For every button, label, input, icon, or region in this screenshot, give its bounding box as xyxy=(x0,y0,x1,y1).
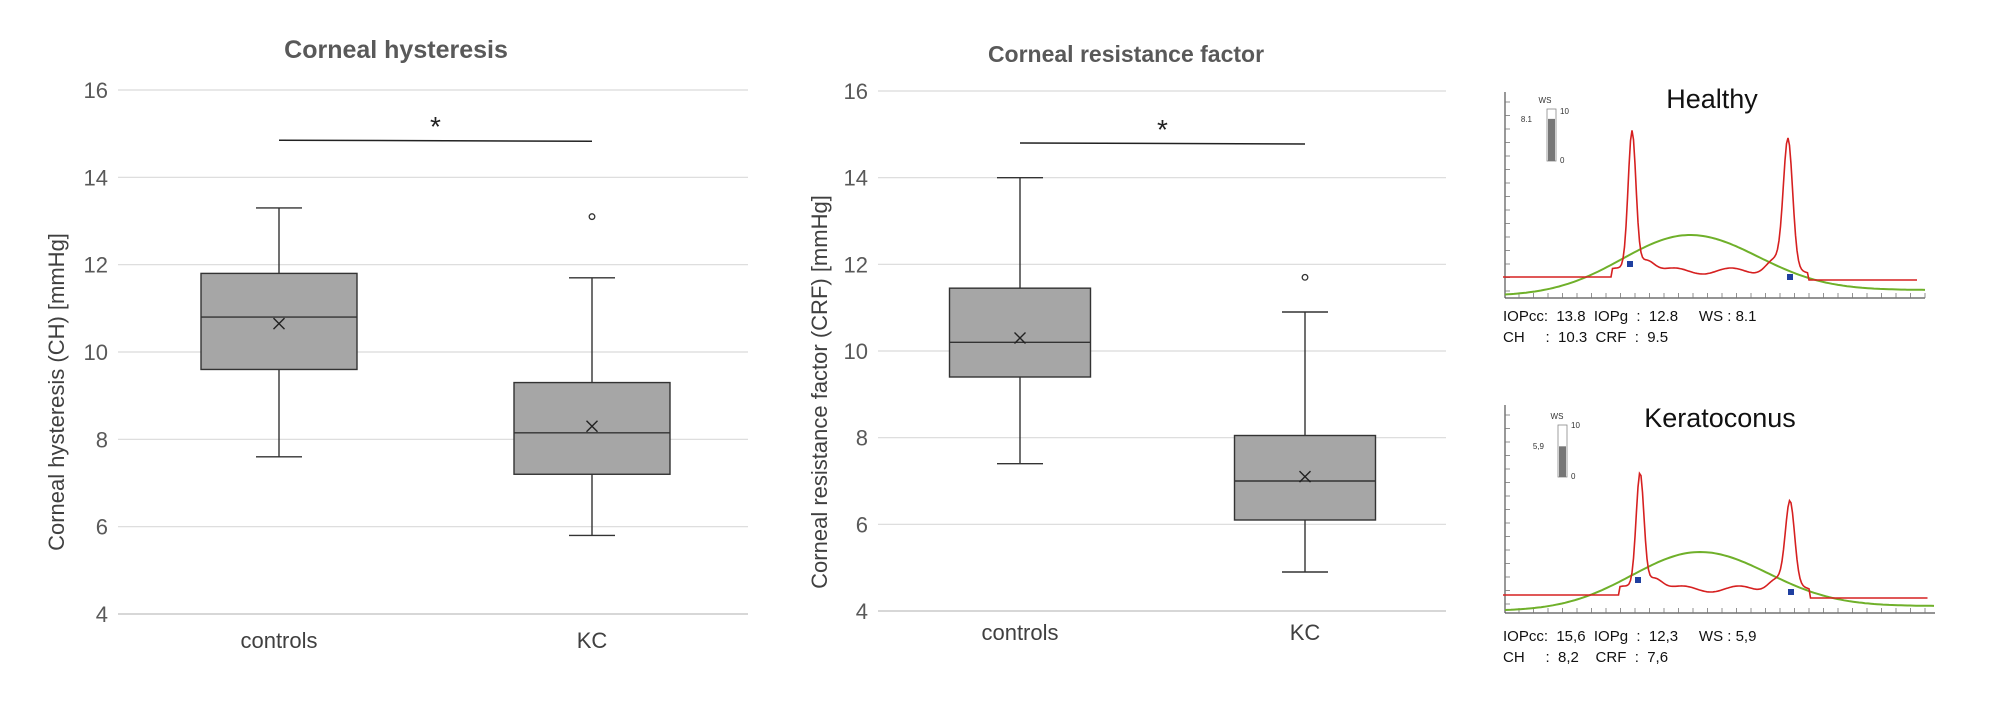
category-label-controls: controls xyxy=(981,620,1058,645)
readout-line-2: CH : 8,2 CRF : 7,6 xyxy=(1503,649,1668,666)
waveform-panel-keratoconus: Keratoconus WS 5,9 10 0 IOPcc: 15,6 IOPg… xyxy=(1503,403,1935,666)
y-tick-label: 10 xyxy=(84,340,108,365)
y-tick-labels: 4 6 8 10 12 14 16 xyxy=(84,78,108,627)
significance-line xyxy=(278,139,593,142)
y-tick-label: 14 xyxy=(844,166,868,191)
readout-line-1: IOPcc: 15,6 IOPg : 12,3 WS : 5,9 xyxy=(1503,628,1756,645)
y-tick-label: 16 xyxy=(844,79,868,104)
y-axis-label: Corneal hysteresis (CH) [mmHg] xyxy=(44,233,69,551)
y-tick-label: 4 xyxy=(856,599,868,624)
readout-line-2: CH : 10.3 CRF : 9.5 xyxy=(1503,329,1668,346)
box-iqr xyxy=(513,381,671,475)
significance-star: * xyxy=(430,111,441,142)
applanation-marker xyxy=(1627,261,1633,267)
applanation-marker xyxy=(1787,274,1793,280)
significance-line xyxy=(1019,142,1306,145)
ws-gauge-label: WS xyxy=(1539,96,1552,105)
box-iqr xyxy=(200,272,358,371)
y-tick-label: 10 xyxy=(844,339,868,364)
mean-marker xyxy=(273,317,285,330)
y-tick-label: 4 xyxy=(96,602,108,627)
chart-title: Corneal resistance factor xyxy=(988,41,1264,67)
applanation-marker xyxy=(1635,577,1641,583)
ws-gauge-max: 10 xyxy=(1571,421,1580,430)
applanation-marker xyxy=(1788,589,1794,595)
category-label-controls: controls xyxy=(240,628,317,653)
y-tick-label: 6 xyxy=(856,512,868,537)
ws-gauge-label: WS xyxy=(1551,412,1564,421)
y-tick-label: 6 xyxy=(96,515,108,540)
boxes xyxy=(200,207,671,537)
ws-gauge-fill xyxy=(1559,446,1566,477)
ws-gauge: WS 8.1 10 0 xyxy=(1521,96,1570,165)
axis-minor-ticks xyxy=(1518,293,1926,298)
green-series-line xyxy=(1504,550,1935,611)
waveform-panel-healthy: Healthy WS 8.1 10 0 IOPcc: 13.8 IOPg : 1… xyxy=(1503,84,1926,346)
y-tick-label: 12 xyxy=(84,253,108,278)
mean-marker xyxy=(586,420,598,433)
mean-marker xyxy=(1014,332,1026,344)
axis-minor-ticks xyxy=(1505,414,1510,605)
y-tick-label: 14 xyxy=(84,165,108,190)
ws-gauge-value: 8.1 xyxy=(1521,115,1533,124)
axis-minor-ticks xyxy=(1518,608,1926,613)
y-tick-labels: 4 6 8 10 12 14 16 xyxy=(844,79,868,624)
category-label-kc: KC xyxy=(577,628,608,653)
y-tick-label: 16 xyxy=(84,78,108,103)
y-axis-label: Corneal resistance factor (CRF) [mmHg] xyxy=(807,195,832,589)
axis-minor-ticks xyxy=(1505,101,1510,292)
y-tick-label: 8 xyxy=(96,427,108,452)
category-label-kc: KC xyxy=(1290,620,1321,645)
green-series-line xyxy=(1504,234,1926,296)
box-iqr xyxy=(1233,434,1377,521)
y-tick-label: 8 xyxy=(856,426,868,451)
y-tick-label: 12 xyxy=(844,252,868,277)
box-chart-corneal-resistance-factor: Corneal resistance factor Corneal resist… xyxy=(807,41,1446,645)
ws-gauge: WS 5,9 10 0 xyxy=(1533,412,1581,481)
box-iqr xyxy=(948,287,1092,378)
red-series-line xyxy=(1503,471,1928,599)
significance-star: * xyxy=(1157,114,1168,145)
ws-gauge-fill xyxy=(1548,118,1555,161)
panel-title: Healthy xyxy=(1666,84,1758,114)
category-labels: controls KC xyxy=(981,620,1320,645)
ws-gauge-value: 5,9 xyxy=(1533,442,1545,451)
category-labels: controls KC xyxy=(240,628,607,653)
ws-gauge-max: 10 xyxy=(1560,107,1569,116)
box-chart-corneal-hysteresis: Corneal hysteresis Corneal hysteresis (C… xyxy=(44,36,748,653)
readout-line-1: IOPcc: 13.8 IOPg : 12.8 WS : 8.1 xyxy=(1503,308,1756,325)
ws-gauge-min: 0 xyxy=(1560,156,1565,165)
outlier-point xyxy=(588,213,596,221)
boxes xyxy=(948,176,1377,573)
red-series-line xyxy=(1503,130,1917,281)
panel-title: Keratoconus xyxy=(1644,403,1796,433)
mean-marker xyxy=(1299,470,1311,483)
ws-gauge-min: 0 xyxy=(1571,472,1576,481)
chart-title: Corneal hysteresis xyxy=(284,36,508,64)
outlier-point xyxy=(1301,273,1309,281)
